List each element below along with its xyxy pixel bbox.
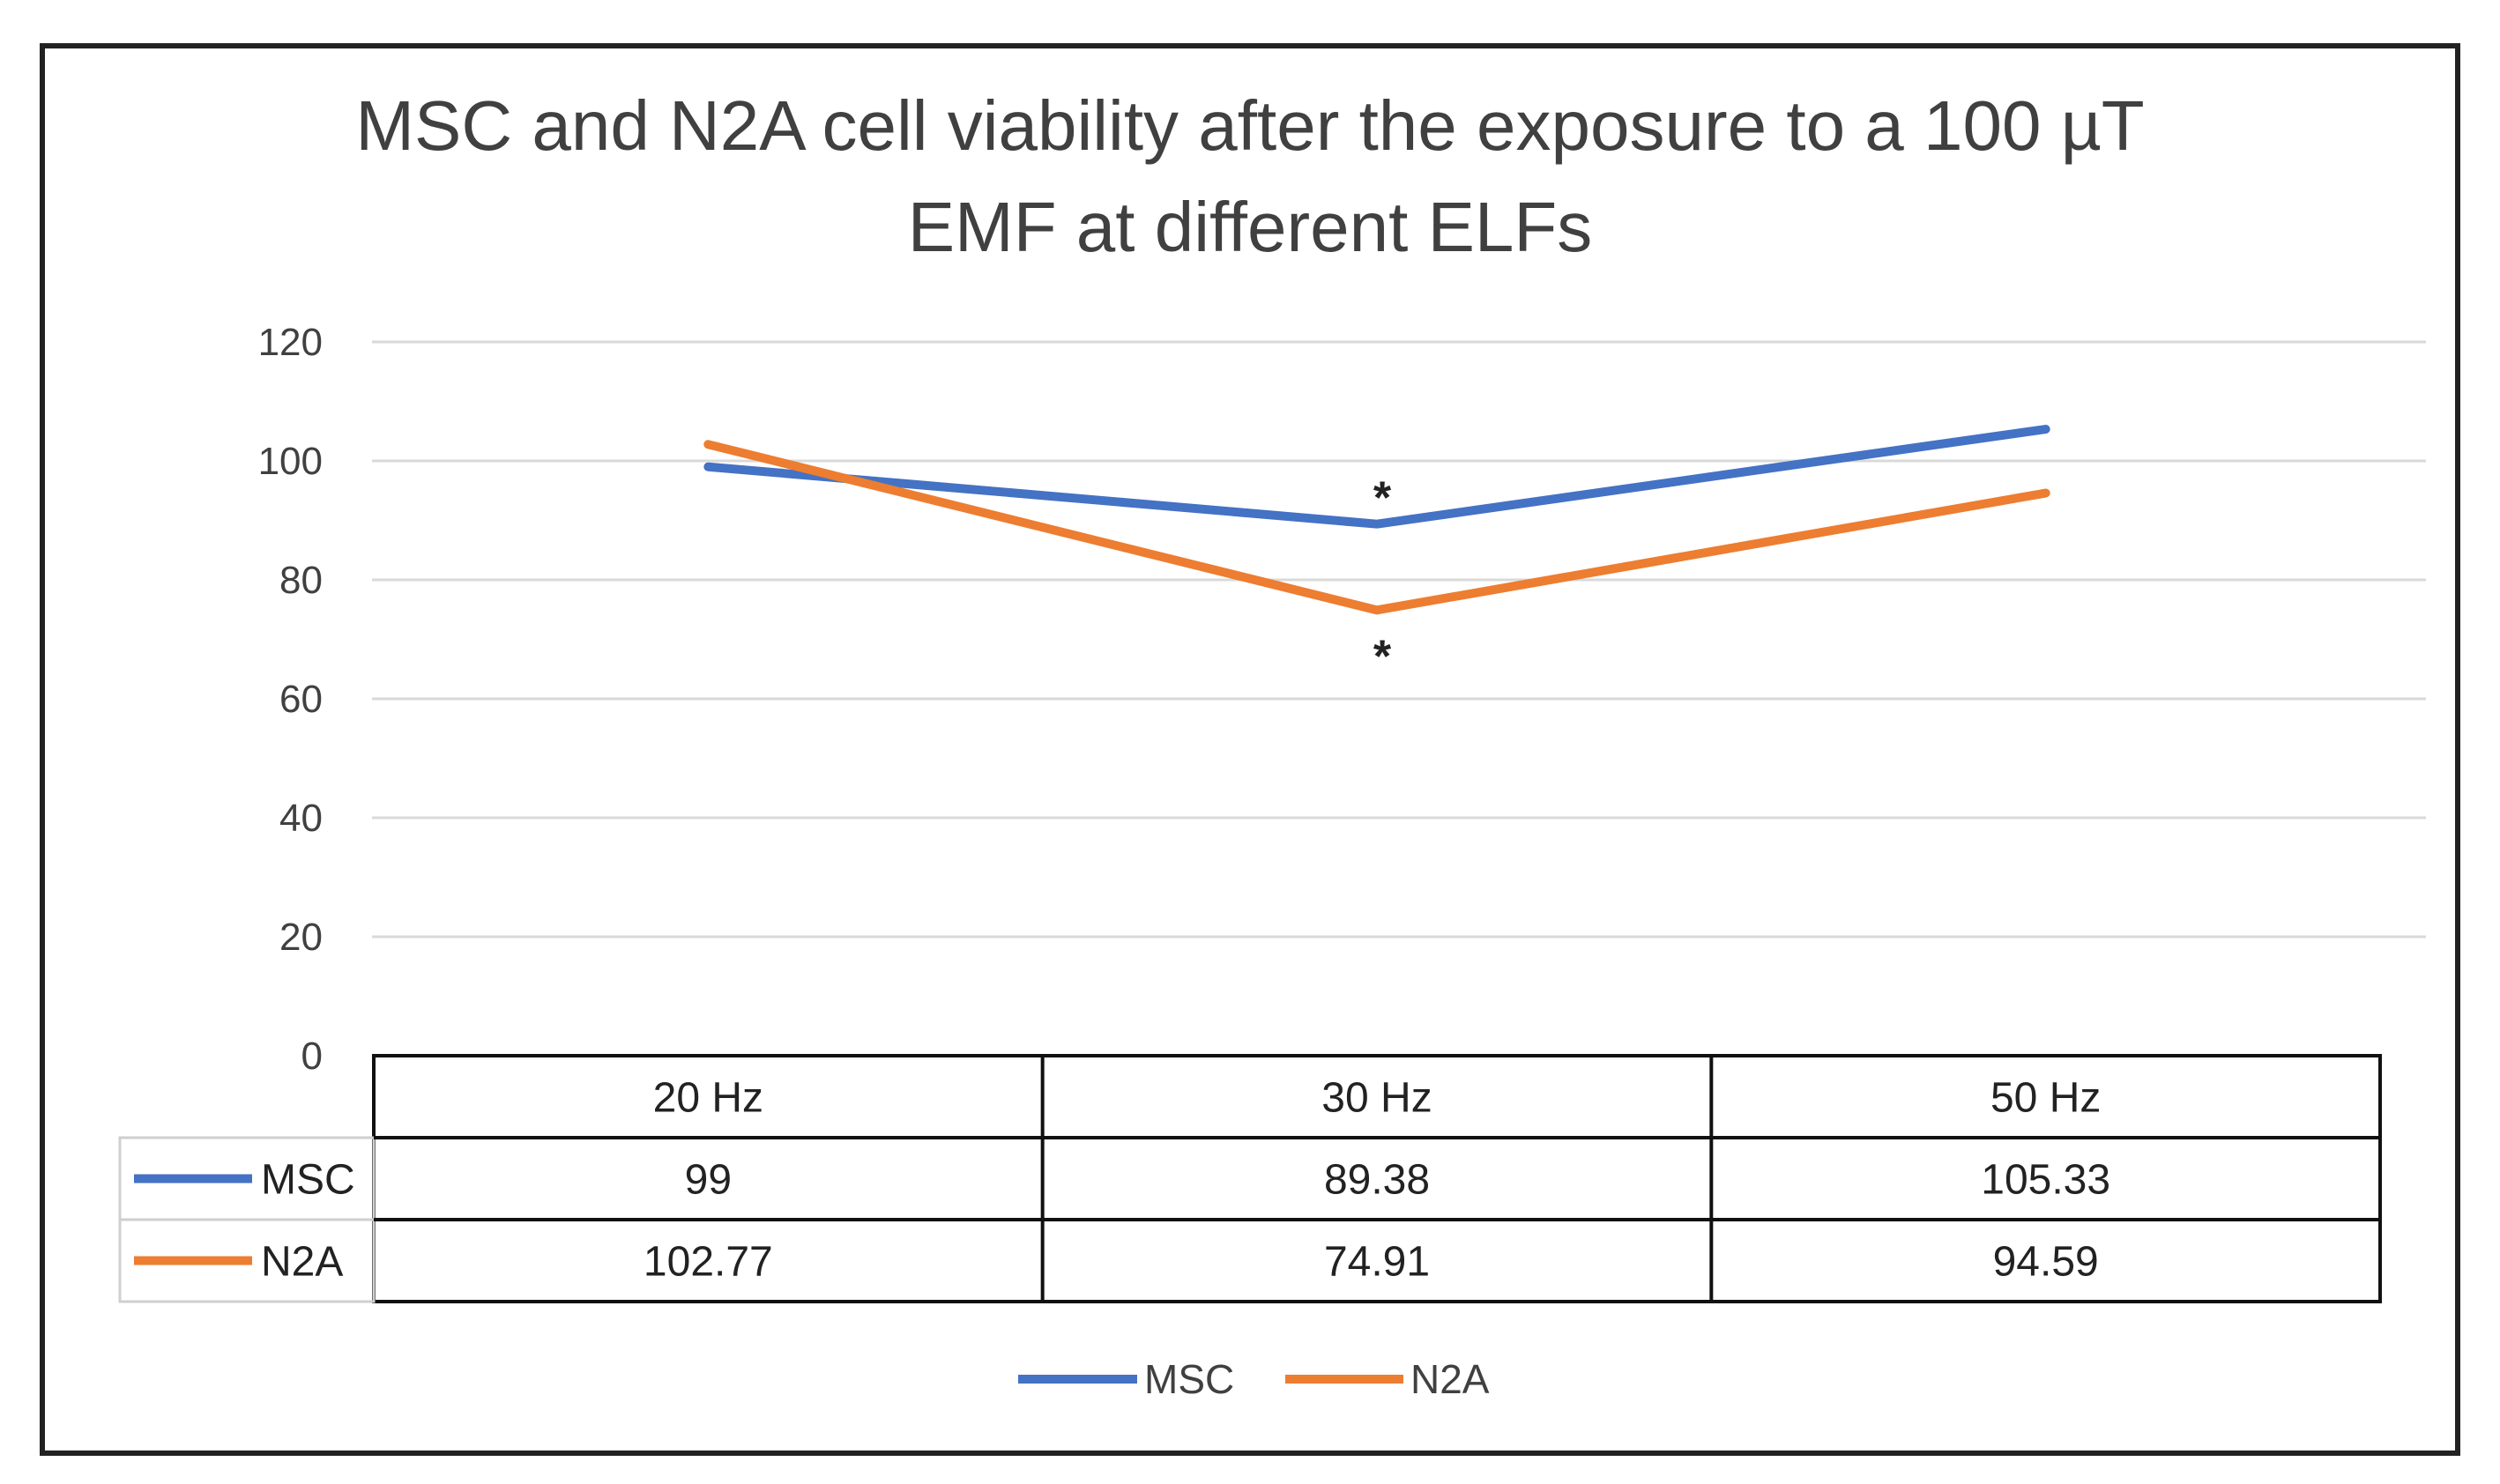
- y-tick-label: 80: [279, 559, 323, 602]
- series-lines: [703, 425, 2050, 615]
- y-tick-label: 120: [258, 321, 323, 364]
- legend: MSC N2A: [1018, 1356, 1490, 1402]
- legend-label-n2a: N2A: [1410, 1356, 1490, 1402]
- table-cell-value: 102.77: [644, 1239, 773, 1286]
- significance-asterisk: *: [1373, 473, 1392, 524]
- table-key-label-n2a: N2A: [261, 1239, 343, 1286]
- y-tick-label: 20: [279, 916, 323, 959]
- category-label: 20 Hz: [653, 1075, 763, 1122]
- data-table: 20 Hz 30 Hz 50 Hz MSC 99 89.38 105.33 N2A 102.77…: [118, 1054, 2382, 1303]
- gridlines: [372, 340, 2426, 939]
- chart-title-line-1: MSC and N2A cell viability after the exp…: [355, 86, 2144, 165]
- table-cell-value: 94.59: [1993, 1239, 2099, 1286]
- table-cell-value: 105.33: [1981, 1157, 2110, 1204]
- y-tick-label: 40: [279, 797, 323, 840]
- table-cell-value: 74.91: [1324, 1239, 1430, 1286]
- series-line-n2a: [703, 440, 2050, 615]
- category-label: 30 Hz: [1321, 1075, 1432, 1122]
- table-key-label-msc: MSC: [261, 1157, 355, 1204]
- legend-label-msc: MSC: [1144, 1356, 1234, 1402]
- y-tick-label: 60: [279, 678, 323, 721]
- y-axis-ticks: 0 20 40 60 80 100 120: [258, 321, 323, 1078]
- category-label: 50 Hz: [1990, 1075, 2101, 1122]
- significance-asterisk: *: [1373, 631, 1392, 682]
- table-cell-value: 99: [685, 1157, 732, 1204]
- y-tick-label: 100: [258, 440, 323, 483]
- annotations: **: [1373, 473, 1392, 683]
- y-tick-label: 0: [301, 1035, 323, 1078]
- chart-title-line-2: EMF at different ELFs: [908, 188, 1593, 266]
- table-cell-value: 89.38: [1324, 1157, 1430, 1204]
- series-line-msc: [703, 425, 2050, 529]
